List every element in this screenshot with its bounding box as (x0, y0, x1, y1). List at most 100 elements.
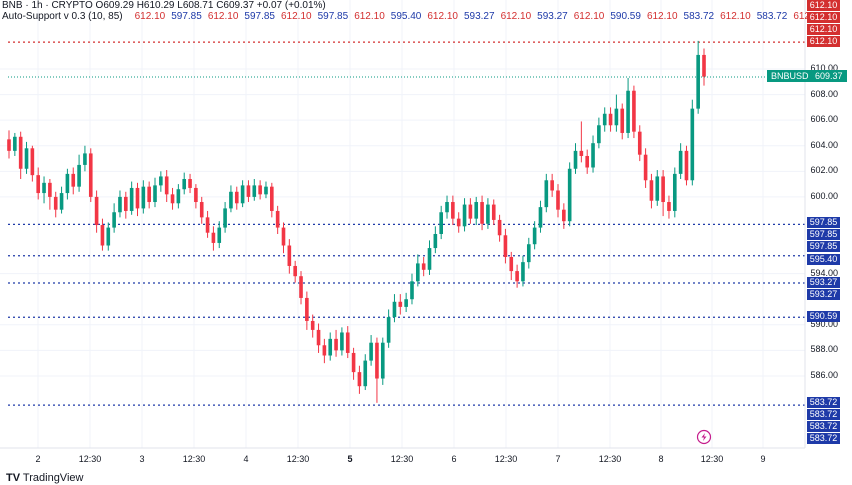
candle-down (147, 181, 151, 209)
candle-body (264, 186, 268, 195)
candle-body (597, 125, 601, 144)
candle-body (176, 189, 181, 204)
indicator-value: 612.10 (427, 11, 458, 22)
candle-body (404, 299, 408, 307)
candle-down (702, 48, 706, 86)
candle-down (684, 145, 689, 186)
candle-up (672, 167, 677, 218)
candle-down (556, 184, 560, 218)
candle-body (386, 317, 391, 343)
candle-down (305, 291, 309, 330)
candle-up (65, 168, 70, 200)
candle-body (614, 108, 619, 126)
candle-down (398, 294, 403, 315)
candle-body (42, 182, 46, 194)
candle-down (643, 148, 648, 188)
candle-body (416, 263, 420, 282)
candle-down (205, 210, 210, 238)
candle-body (188, 178, 192, 188)
candle-body (661, 176, 665, 203)
candle-body (632, 90, 636, 132)
candle-up (614, 94, 619, 132)
candle-up (591, 135, 595, 173)
candle-down (649, 173, 654, 209)
candle-body (491, 204, 496, 220)
candle-up (445, 195, 449, 219)
candle-down (270, 182, 274, 218)
candle-body (363, 360, 368, 387)
candle-body (649, 180, 654, 201)
candle-body (380, 342, 385, 379)
candle-body (585, 155, 590, 168)
candle-down (299, 271, 303, 305)
candle-up (129, 181, 134, 215)
y-tick-label: 604.00 (810, 139, 838, 150)
lightning-icon[interactable] (696, 429, 712, 445)
candle-body (246, 185, 251, 197)
candle-body (655, 176, 660, 201)
x-tick-label: 12:30 (700, 454, 724, 464)
candle-down (53, 191, 58, 218)
candle-body (48, 182, 52, 197)
candle-down (497, 214, 502, 242)
x-tick-label: 3 (139, 454, 145, 464)
candle-down (661, 170, 665, 217)
candle-down (491, 199, 496, 226)
level-price-label: 612.10 (807, 36, 840, 47)
candle-body (53, 196, 58, 210)
candle-up (83, 145, 87, 172)
level-price-label: 597.85 (807, 241, 840, 252)
candle-down (100, 218, 105, 251)
candle-up (328, 332, 333, 361)
candle-body (602, 113, 607, 126)
candle-down (451, 195, 455, 226)
indicator-name[interactable]: Auto-Support v 0.3 (10, 85) (2, 11, 123, 22)
candle-down (211, 226, 216, 251)
candle-body (94, 196, 99, 226)
tradingview-brand[interactable]: TV TradingView (6, 472, 83, 484)
candle-body (544, 180, 549, 208)
candle-body (573, 150, 578, 169)
candle-up (59, 186, 64, 214)
candle-body (591, 143, 595, 168)
candle-body (643, 154, 648, 181)
candle-up (544, 173, 549, 213)
candle-down (637, 125, 642, 162)
candle-body (258, 185, 262, 195)
candle-body (538, 207, 543, 228)
x-tick-label: 12:30 (182, 454, 206, 464)
candle-up (474, 196, 479, 226)
level-price-label: 595.40 (807, 254, 840, 265)
indicator-value: 595.40 (390, 11, 422, 22)
candle-down (509, 251, 514, 281)
candle-up (433, 226, 438, 254)
candle-down (48, 178, 52, 210)
indicator-values: 612.10 597.85 612.10 597.85 612.10 597.85 612.… (129, 11, 830, 22)
y-tick-label: 590.00 (810, 318, 838, 329)
candle-up (369, 335, 373, 366)
candle-body (275, 210, 280, 228)
candle-body (299, 276, 303, 298)
candle-up (416, 254, 420, 287)
x-tick-label: 2 (35, 454, 41, 464)
candle-up (532, 221, 537, 250)
level-price-label: 593.27 (807, 289, 840, 300)
candle-body (410, 281, 414, 300)
candle-down (281, 222, 286, 254)
candle-up (363, 354, 368, 391)
candle-body (229, 191, 233, 209)
candle-body (194, 187, 198, 203)
candle-up (106, 222, 111, 251)
indicator-value: 593.27 (463, 11, 495, 22)
candle-up (655, 170, 660, 206)
candle-body (340, 332, 344, 351)
candle-up (678, 143, 683, 179)
candle-body (112, 212, 116, 228)
candle-body (59, 193, 64, 210)
x-tick-label: 12:30 (390, 454, 414, 464)
candle-body (164, 176, 169, 195)
candle-body (147, 186, 151, 203)
candle-body (392, 301, 397, 318)
candle-body (217, 227, 222, 243)
